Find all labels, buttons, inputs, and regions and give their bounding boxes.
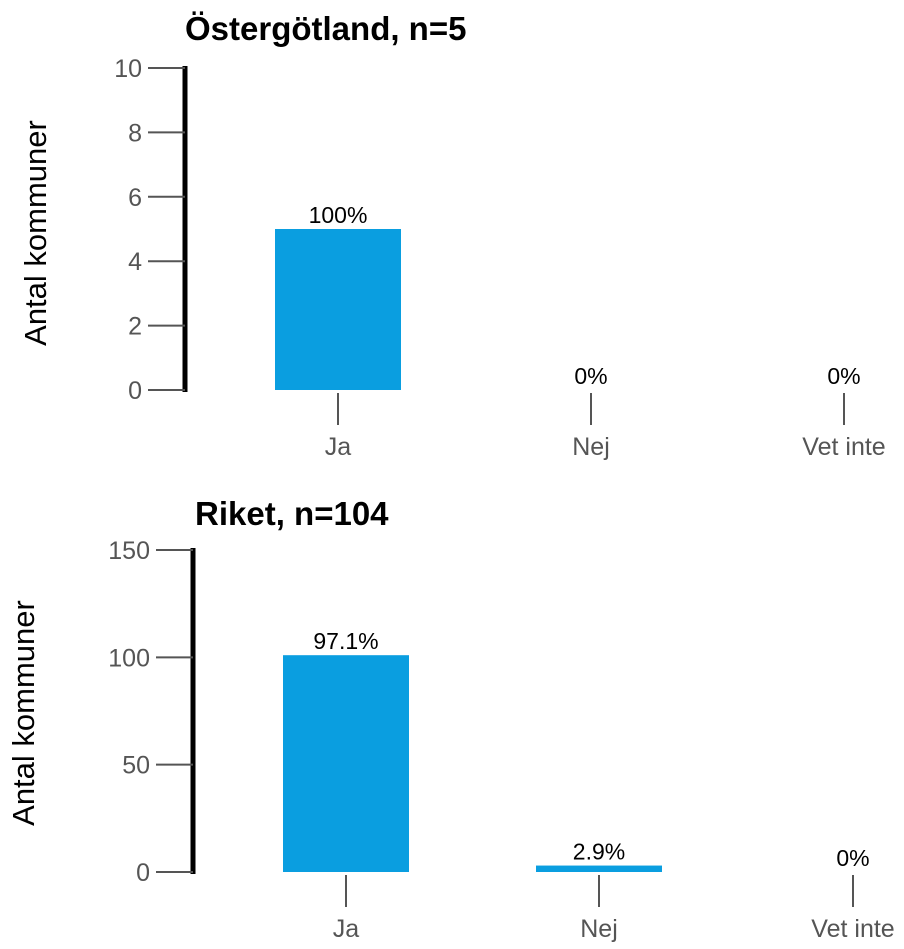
- x-ticks: Ja Nej Vet inte: [333, 875, 895, 943]
- y-tick-label: 150: [108, 537, 150, 565]
- y-tick-label: 4: [128, 248, 142, 276]
- bar-nej: [536, 865, 662, 872]
- x-tick-label: Nej: [572, 433, 610, 461]
- y-tick-label: 2: [128, 313, 142, 341]
- y-axis-label: Antal kommuner: [6, 600, 41, 826]
- bar-ja: [283, 655, 409, 872]
- bars: [283, 655, 662, 872]
- x-tick-label: Ja: [325, 433, 352, 461]
- x-ticks: Ja Nej Vet inte: [325, 393, 886, 461]
- chart-panel-ostergotland: Östergötland, n=5 Antal kommuner 0 2 4 6 8 10…: [18, 10, 886, 461]
- data-label: 0%: [827, 363, 860, 389]
- data-label: 97.1%: [313, 628, 378, 654]
- bars: [275, 229, 401, 390]
- data-labels: 100% 0% 0%: [309, 202, 861, 389]
- x-tick-label: Ja: [333, 915, 360, 943]
- y-tick-label: 6: [128, 184, 142, 212]
- y-tick-label: 0: [128, 377, 142, 405]
- bar-ja: [275, 229, 401, 390]
- y-tick-label: 50: [122, 752, 150, 780]
- y-tick-label: 8: [128, 119, 142, 147]
- data-label: 2.9%: [573, 839, 625, 865]
- x-tick-label: Vet inte: [811, 915, 894, 943]
- y-tick-label: 0: [136, 859, 150, 887]
- y-axis-label: Antal kommuner: [18, 120, 53, 346]
- data-label: 100%: [309, 202, 368, 228]
- y-tick-label: 100: [108, 644, 150, 672]
- data-label: 0%: [836, 845, 869, 871]
- chart-panel-riket: Riket, n=104 Antal kommuner 0 50 100 150 97…: [6, 495, 895, 943]
- data-label: 0%: [574, 363, 607, 389]
- data-labels: 97.1% 2.9% 0%: [313, 628, 869, 871]
- chart-title: Östergötland, n=5: [185, 10, 466, 47]
- x-tick-label: Nej: [580, 915, 618, 943]
- y-ticks: 0 2 4 6 8 10: [114, 55, 185, 405]
- y-ticks: 0 50 100 150: [108, 537, 193, 887]
- chart-title: Riket, n=104: [195, 495, 389, 532]
- x-tick-label: Vet inte: [802, 433, 885, 461]
- y-tick-label: 10: [114, 55, 142, 83]
